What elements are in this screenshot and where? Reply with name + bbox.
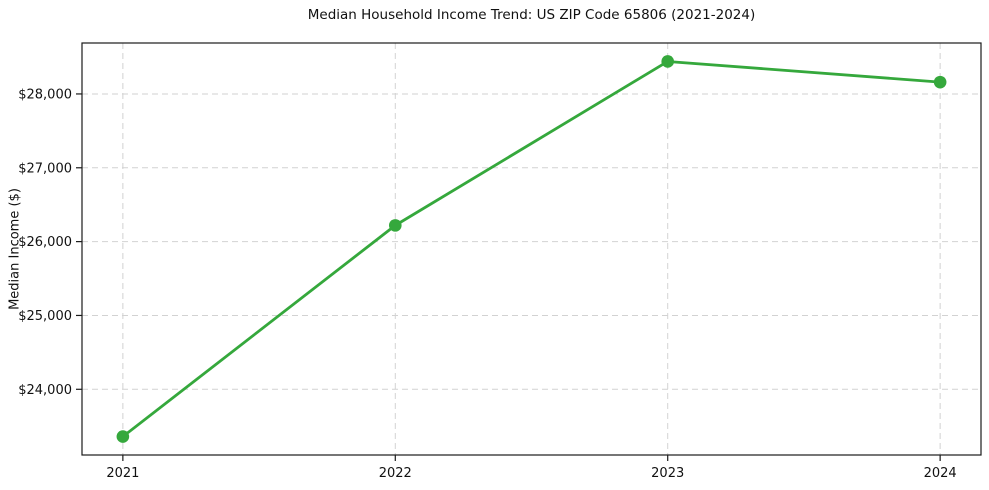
y-tick-label: $25,000 xyxy=(18,309,72,324)
y-tick-label: $26,000 xyxy=(18,235,72,250)
chart-title: Median Household Income Trend: US ZIP Co… xyxy=(307,7,756,23)
y-tick-label: $27,000 xyxy=(18,161,72,176)
y-tick-label: $24,000 xyxy=(18,383,72,398)
y-tick-label: $28,000 xyxy=(18,87,72,102)
x-tick-label: 2024 xyxy=(924,466,957,481)
x-tick-label: 2022 xyxy=(379,466,412,481)
x-tick-label: 2023 xyxy=(651,466,684,481)
data-point-marker xyxy=(933,75,947,89)
x-tick-label: 2021 xyxy=(106,466,139,481)
data-point-marker xyxy=(116,430,130,443)
data-point-marker xyxy=(388,219,402,232)
trend-line xyxy=(121,60,942,438)
data-point-marker xyxy=(661,55,675,68)
plot-border xyxy=(81,42,982,456)
